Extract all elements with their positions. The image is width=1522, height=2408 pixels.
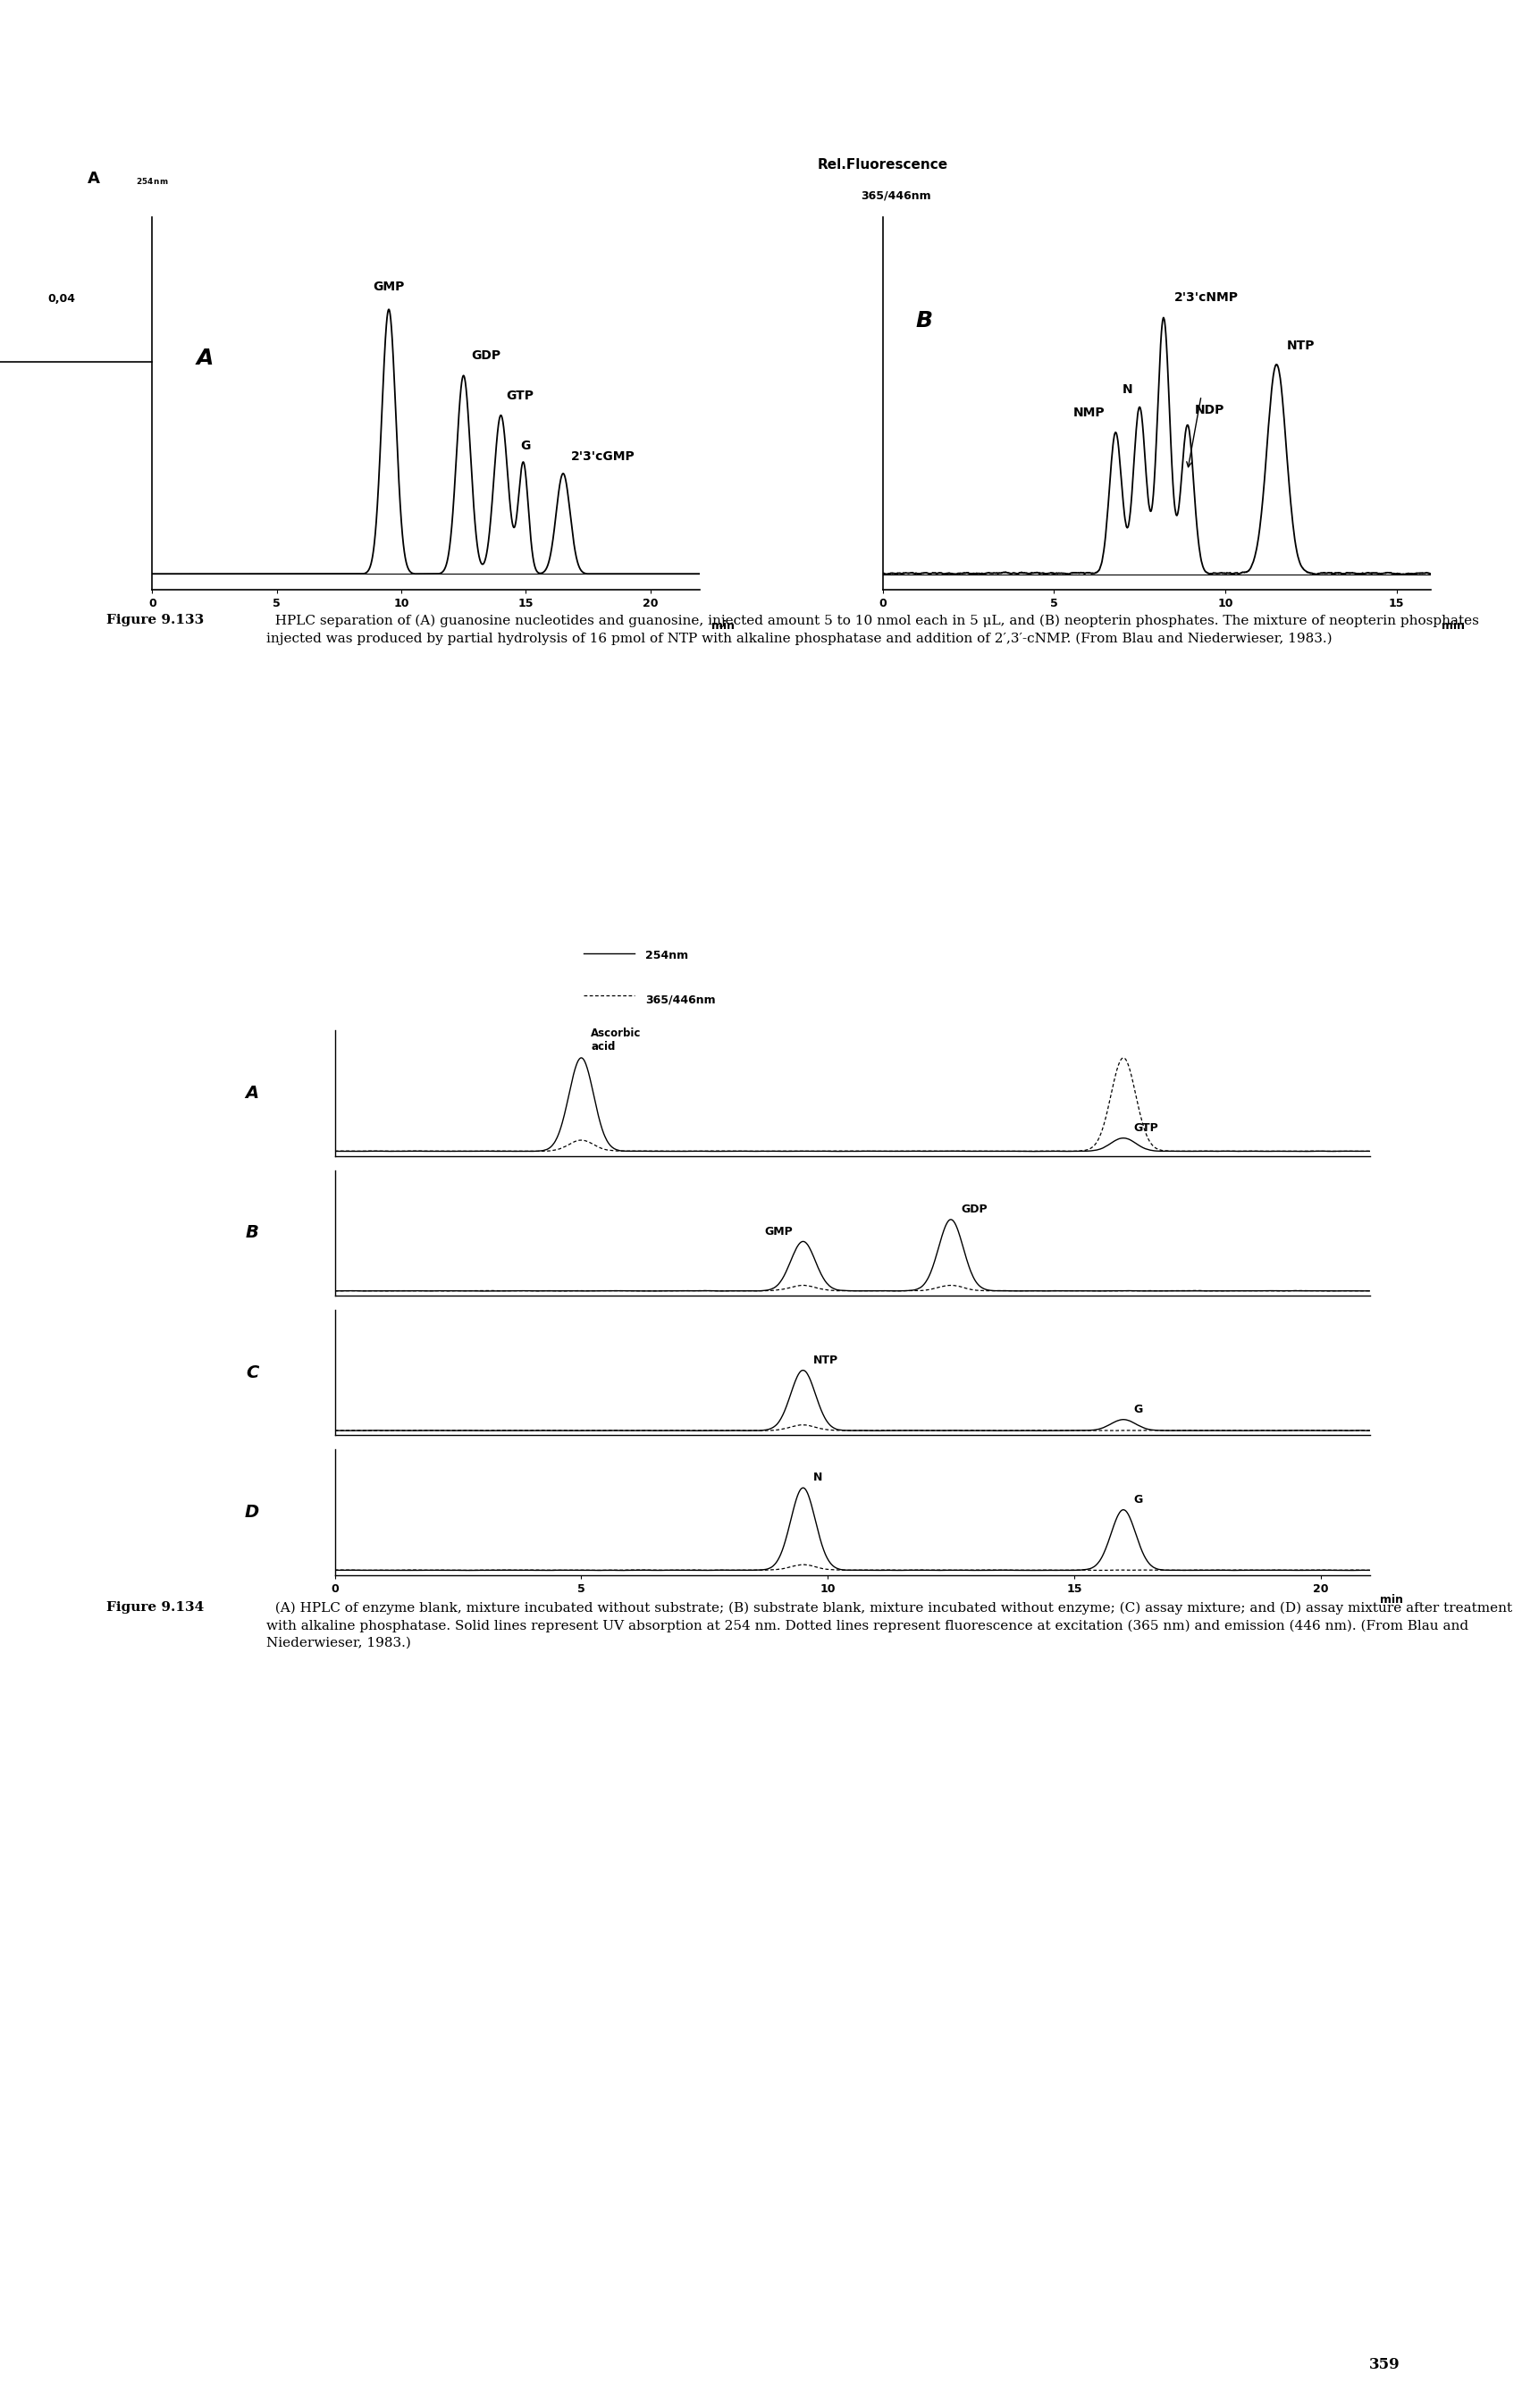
Text: min: min — [711, 619, 734, 631]
Text: NTP: NTP — [1288, 340, 1315, 352]
Text: B: B — [245, 1223, 259, 1243]
Text: GTP: GTP — [505, 390, 534, 402]
Text: GMP: GMP — [764, 1226, 793, 1238]
Text: NMP: NMP — [1073, 407, 1105, 419]
Text: C: C — [245, 1363, 259, 1382]
Text: Figure 9.133: Figure 9.133 — [107, 614, 204, 626]
Text: Figure 9.134: Figure 9.134 — [107, 1601, 204, 1613]
Text: 365/446nm: 365/446nm — [645, 995, 715, 1007]
Text: HPLC separation of (A) guanosine nucleotides and guanosine, injected amount 5 to: HPLC separation of (A) guanosine nucleot… — [266, 614, 1479, 645]
Text: GMP: GMP — [373, 282, 405, 294]
Text: GDP: GDP — [470, 349, 501, 361]
Text: A: A — [196, 347, 213, 368]
Text: N: N — [1122, 383, 1132, 395]
Text: GDP: GDP — [960, 1204, 988, 1216]
Text: N: N — [813, 1471, 822, 1483]
Text: D: D — [245, 1503, 259, 1522]
Text: GTP: GTP — [1134, 1122, 1158, 1134]
Text: (A) HPLC of enzyme blank, mixture incubated without substrate; (B) substrate bla: (A) HPLC of enzyme blank, mixture incuba… — [266, 1601, 1513, 1649]
Text: G: G — [1134, 1404, 1143, 1416]
Text: NTP: NTP — [813, 1353, 839, 1365]
Text: 2'3'cGMP: 2'3'cGMP — [571, 450, 635, 462]
Text: 254nm: 254nm — [645, 951, 688, 961]
Text: 2'3'cNMP: 2'3'cNMP — [1173, 291, 1239, 303]
Text: 365/446nm: 365/446nm — [861, 190, 931, 202]
Text: $\bf{_{254\,nm}}$: $\bf{_{254\,nm}}$ — [135, 176, 169, 188]
Text: Ascorbic
acid: Ascorbic acid — [591, 1028, 641, 1052]
Text: min: min — [1441, 619, 1464, 631]
Text: G: G — [521, 441, 531, 453]
Text: G: G — [1134, 1493, 1143, 1505]
Text: $\bf{A}$: $\bf{A}$ — [87, 171, 100, 188]
Text: 0,04: 0,04 — [47, 294, 76, 306]
Text: 359: 359 — [1370, 2357, 1400, 2372]
Text: NDP: NDP — [1195, 405, 1224, 417]
Text: A: A — [245, 1084, 259, 1103]
Text: B: B — [916, 311, 933, 332]
Text: Rel.Fluorescence: Rel.Fluorescence — [817, 159, 948, 171]
Text: min: min — [1380, 1594, 1403, 1606]
